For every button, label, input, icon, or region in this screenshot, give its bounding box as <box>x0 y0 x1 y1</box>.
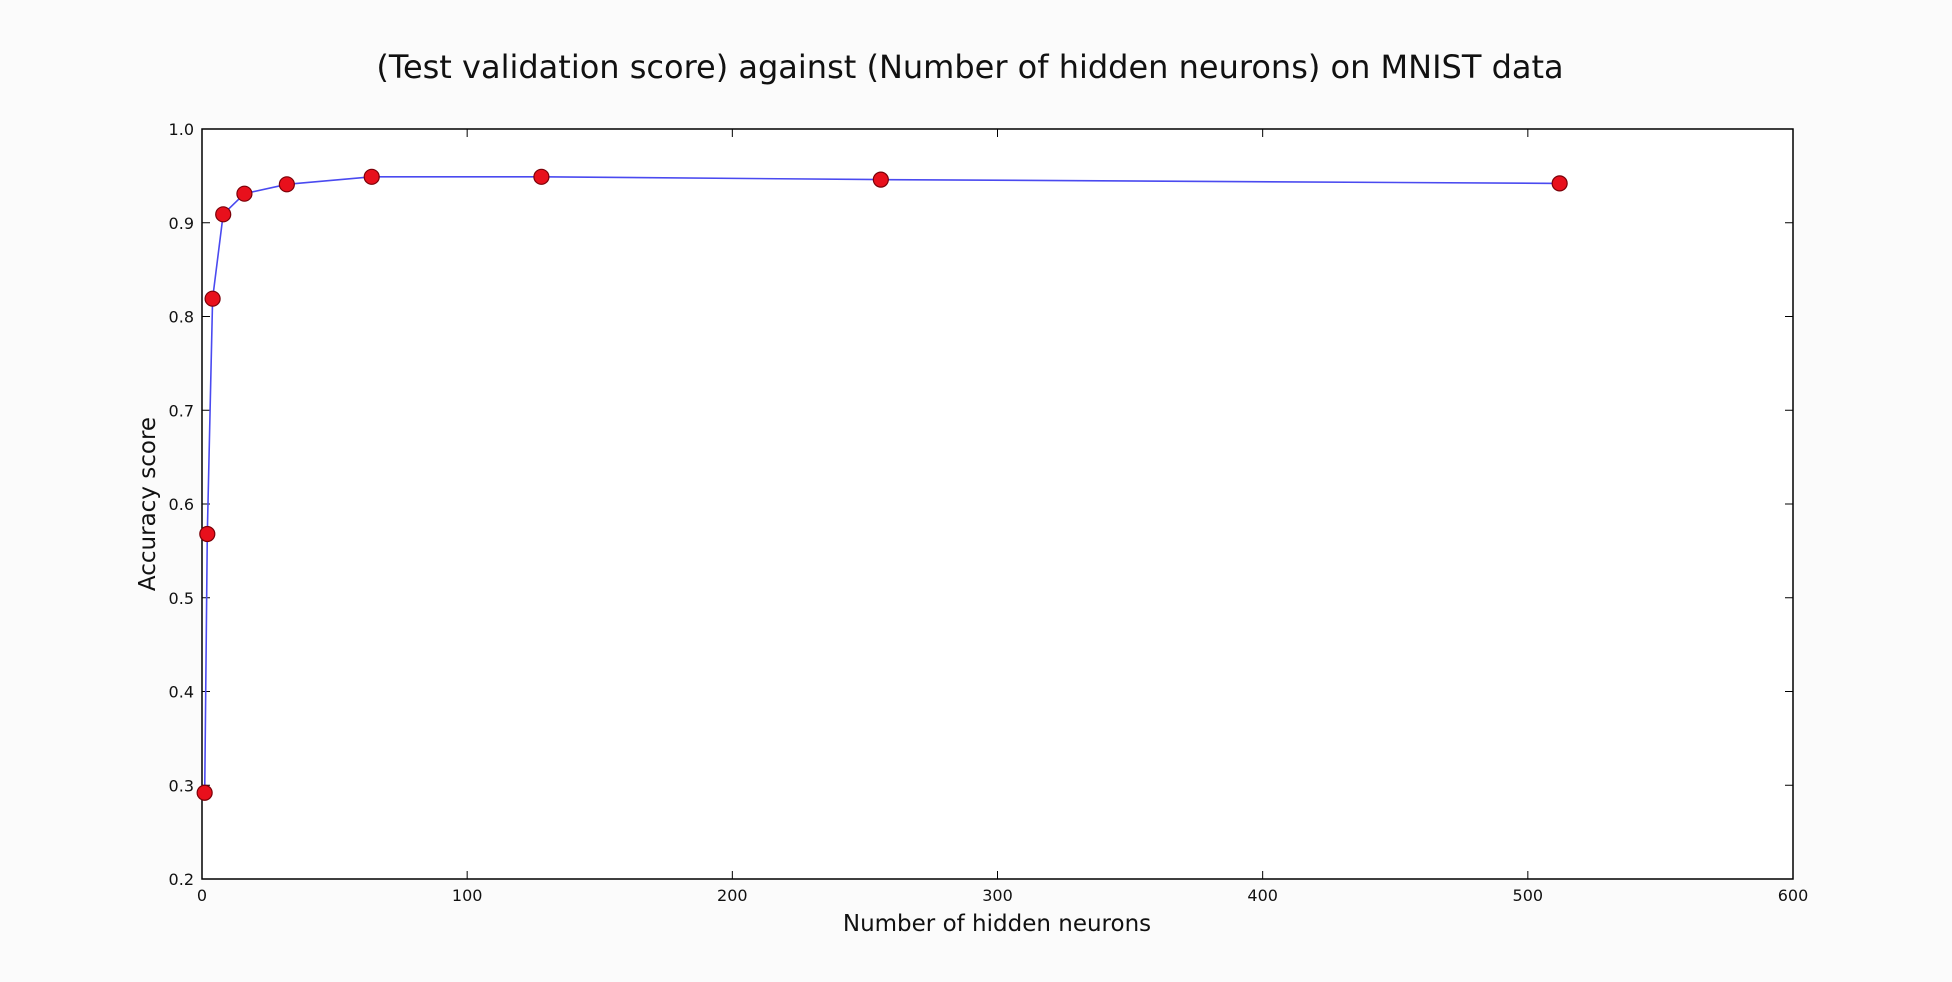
x-tick-label: 400 <box>1247 886 1278 905</box>
x-tick-label: 300 <box>982 886 1013 905</box>
y-tick-label: 0.6 <box>169 495 194 514</box>
data-point <box>278 176 295 193</box>
y-tick-label: 1.0 <box>169 120 194 139</box>
x-axis-label: Number of hidden neurons <box>843 911 1151 937</box>
data-point <box>204 290 221 307</box>
chart-title: (Test validation score) against (Number … <box>376 48 1563 86</box>
plot-area <box>201 128 1794 880</box>
y-tick-label: 0.2 <box>169 870 194 889</box>
data-point <box>236 185 253 202</box>
x-tick-label: 200 <box>717 886 748 905</box>
x-tick-label: 100 <box>452 886 483 905</box>
y-tick-label: 0.9 <box>169 214 194 233</box>
x-tick-label: 500 <box>1513 886 1544 905</box>
y-tick-label: 0.3 <box>169 776 194 795</box>
y-tick-label: 0.7 <box>169 401 194 420</box>
x-tick-label: 0 <box>197 886 207 905</box>
data-point <box>196 784 213 801</box>
data-point <box>199 525 216 543</box>
y-axis-ticks: 0.2 0.3 0.4 0.5 0.6 0.7 0.8 0.9 1.0 <box>169 120 1793 889</box>
series-layer <box>196 168 1568 801</box>
data-point <box>215 206 232 223</box>
data-point <box>363 168 380 185</box>
y-axis-label: Accuracy score <box>135 417 161 591</box>
data-point <box>533 168 550 185</box>
data-point <box>872 171 889 188</box>
y-tick-label: 0.4 <box>169 683 194 702</box>
x-tick-label: 600 <box>1778 886 1809 905</box>
series-line <box>203 176 1560 793</box>
data-point <box>1551 175 1568 192</box>
x-axis-ticks: 0 100 200 300 400 500 600 <box>197 129 1808 905</box>
y-tick-label: 0.5 <box>169 589 194 608</box>
y-tick-label: 0.8 <box>169 308 194 327</box>
